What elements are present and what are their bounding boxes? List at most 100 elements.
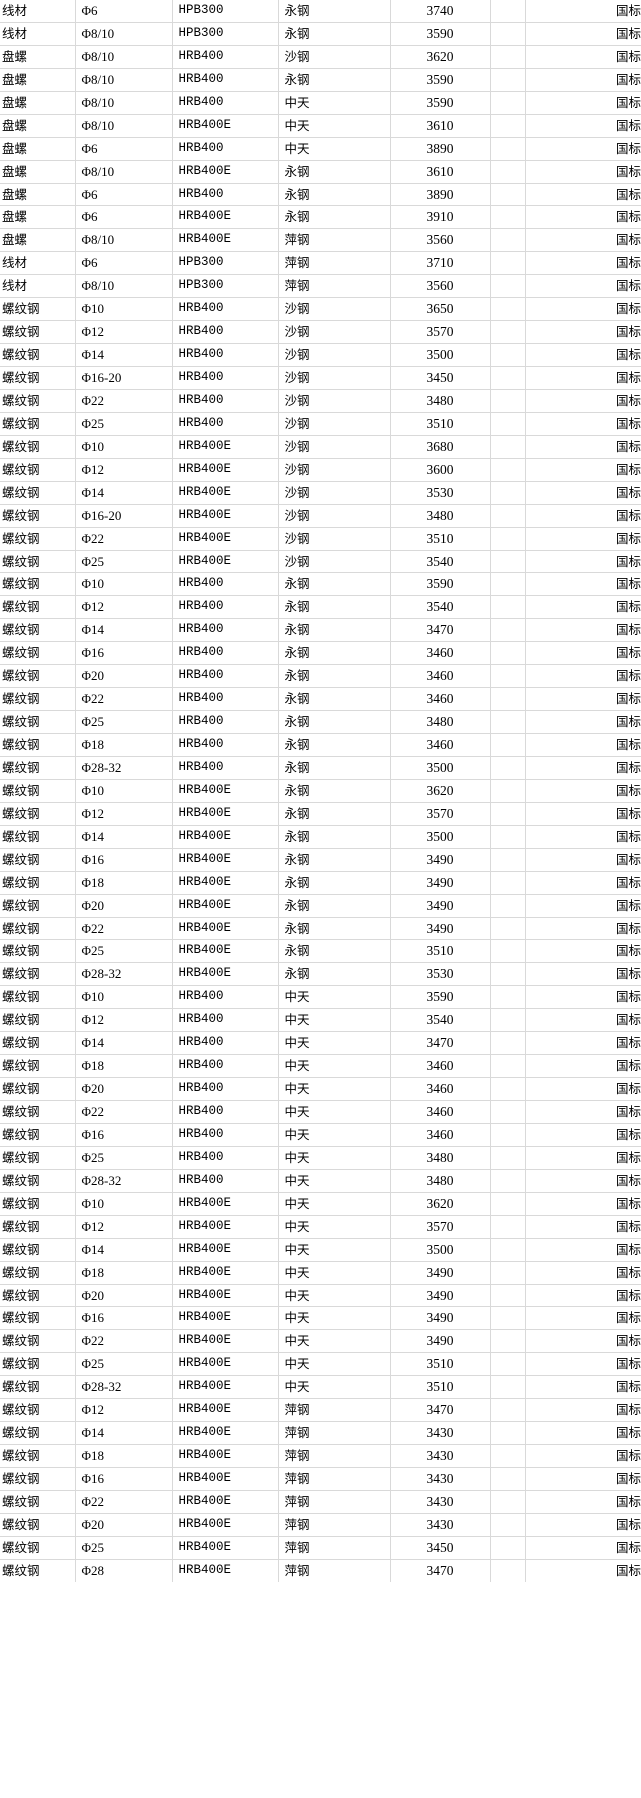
cell-standard[interactable]: 国标 [525,389,641,413]
cell-steel-grade[interactable]: HRB400E [172,939,279,964]
cell-standard[interactable]: 国标 [525,664,641,689]
cell-steel-grade[interactable]: HRB400E [172,848,279,872]
cell-specification[interactable]: Φ8/10 [75,274,173,299]
cell-price[interactable]: 3710 [390,251,491,276]
cell-steel-grade[interactable]: HRB400E [172,435,279,459]
cell-blank-column[interactable] [490,297,526,322]
cell-steel-grade[interactable]: HRB400 [172,756,279,780]
cell-steel-grade[interactable]: HRB400E [172,114,279,138]
cell-price[interactable]: 3490 [390,917,491,941]
cell-mill-brand[interactable]: 中天 [278,1215,391,1239]
table-row[interactable]: 螺纹钢 Φ18 HRB400E 萍钢 3430 国标 [0,1444,641,1468]
cell-steel-grade[interactable]: HRB400E [172,917,279,941]
cell-blank-column[interactable] [490,458,526,482]
cell-price[interactable]: 3740 [390,0,491,23]
table-row[interactable]: 螺纹钢 Φ12 HRB400 中天 3540 国标 [0,1008,641,1033]
cell-standard[interactable]: 国标 [525,435,641,459]
cell-price[interactable]: 3470 [390,1398,491,1423]
cell-mill-brand[interactable]: 中天 [278,1284,391,1308]
cell-product-category[interactable]: 线材 [0,274,76,299]
cell-specification[interactable]: Φ10 [75,572,173,597]
cell-steel-grade[interactable]: HRB400E [172,1444,279,1468]
cell-product-category[interactable]: 螺纹钢 [0,985,76,1010]
table-row[interactable]: 螺纹钢 Φ22 HRB400 沙钢 3480 国标 [0,389,641,413]
cell-specification[interactable]: Φ25 [75,1352,173,1377]
cell-price[interactable]: 3890 [390,137,491,161]
cell-steel-grade[interactable]: HRB400E [172,458,279,482]
cell-product-category[interactable]: 盘螺 [0,183,76,207]
cell-price[interactable]: 3570 [390,1215,491,1239]
cell-blank-column[interactable] [490,22,526,46]
table-row[interactable]: 螺纹钢 Φ12 HRB400E 沙钢 3600 国标 [0,458,641,482]
cell-steel-grade[interactable]: HRB400E [172,1306,279,1331]
cell-standard[interactable]: 国标 [525,894,641,918]
cell-blank-column[interactable] [490,205,526,230]
cell-product-category[interactable]: 螺纹钢 [0,343,76,367]
table-row[interactable]: 螺纹钢 Φ22 HRB400 中天 3460 国标 [0,1100,641,1124]
cell-specification[interactable]: Φ14 [75,1031,173,1056]
table-row[interactable]: 螺纹钢 Φ12 HRB400 永钢 3540 国标 [0,595,641,620]
cell-blank-column[interactable] [490,1306,526,1331]
cell-specification[interactable]: Φ22 [75,1100,173,1124]
table-row[interactable]: 螺纹钢 Φ10 HRB400E 沙钢 3680 国标 [0,435,641,459]
cell-standard[interactable]: 国标 [525,481,641,505]
cell-blank-column[interactable] [490,802,526,826]
table-row[interactable]: 螺纹钢 Φ18 HRB400E 永钢 3490 国标 [0,871,641,895]
table-row[interactable]: 盘螺 Φ8/10 HRB400E 永钢 3610 国标 [0,160,641,184]
cell-price[interactable]: 3460 [390,1054,491,1079]
cell-mill-brand[interactable]: 萍钢 [278,274,391,299]
cell-price[interactable]: 3460 [390,1100,491,1124]
cell-price[interactable]: 3450 [390,366,491,390]
cell-specification[interactable]: Φ10 [75,435,173,459]
cell-specification[interactable]: Φ12 [75,1398,173,1423]
cell-blank-column[interactable] [490,917,526,941]
cell-specification[interactable]: Φ22 [75,1490,173,1514]
cell-steel-grade[interactable]: HRB400E [172,1467,279,1491]
cell-mill-brand[interactable]: 萍钢 [278,1559,391,1582]
cell-blank-column[interactable] [490,1077,526,1101]
cell-mill-brand[interactable]: 永钢 [278,825,391,849]
cell-specification[interactable]: Φ25 [75,1536,173,1560]
cell-price[interactable]: 3510 [390,527,491,551]
cell-steel-grade[interactable]: HRB400E [172,1398,279,1423]
cell-mill-brand[interactable]: 永钢 [278,68,391,92]
cell-standard[interactable]: 国标 [525,825,641,849]
cell-blank-column[interactable] [490,1421,526,1446]
cell-standard[interactable]: 国标 [525,595,641,620]
cell-standard[interactable]: 国标 [525,160,641,184]
cell-price[interactable]: 3490 [390,1284,491,1308]
cell-specification[interactable]: Φ8/10 [75,91,173,115]
cell-mill-brand[interactable]: 永钢 [278,664,391,689]
cell-standard[interactable]: 国标 [525,1077,641,1101]
cell-price[interactable]: 3590 [390,91,491,115]
cell-product-category[interactable]: 盘螺 [0,205,76,230]
cell-blank-column[interactable] [490,894,526,918]
table-row[interactable]: 盘螺 Φ8/10 HRB400E 萍钢 3560 国标 [0,228,641,253]
cell-price[interactable]: 3470 [390,1031,491,1056]
cell-standard[interactable]: 国标 [525,733,641,757]
cell-product-category[interactable]: 螺纹钢 [0,458,76,482]
table-row[interactable]: 螺纹钢 Φ18 HRB400E 中天 3490 国标 [0,1261,641,1285]
cell-specification[interactable]: Φ14 [75,618,173,643]
cell-standard[interactable]: 国标 [525,251,641,276]
cell-standard[interactable]: 国标 [525,1375,641,1400]
cell-mill-brand[interactable]: 中天 [278,1031,391,1056]
cell-blank-column[interactable] [490,1329,526,1354]
cell-steel-grade[interactable]: HRB400E [172,1192,279,1216]
cell-steel-grade[interactable]: HRB400E [172,1536,279,1560]
cell-mill-brand[interactable]: 永钢 [278,802,391,826]
cell-blank-column[interactable] [490,481,526,505]
cell-steel-grade[interactable]: HRB400 [172,572,279,597]
cell-mill-brand[interactable]: 萍钢 [278,251,391,276]
cell-price[interactable]: 3610 [390,114,491,138]
cell-specification[interactable]: Φ18 [75,1261,173,1285]
cell-product-category[interactable]: 线材 [0,251,76,276]
cell-mill-brand[interactable]: 沙钢 [278,45,391,69]
cell-steel-grade[interactable]: HRB400 [172,595,279,620]
cell-specification[interactable]: Φ20 [75,1284,173,1308]
cell-standard[interactable]: 国标 [525,1054,641,1079]
cell-mill-brand[interactable]: 萍钢 [278,1444,391,1468]
table-row[interactable]: 螺纹钢 Φ10 HRB400E 中天 3620 国标 [0,1192,641,1216]
cell-price[interactable]: 3510 [390,412,491,436]
cell-specification[interactable]: Φ8/10 [75,228,173,253]
